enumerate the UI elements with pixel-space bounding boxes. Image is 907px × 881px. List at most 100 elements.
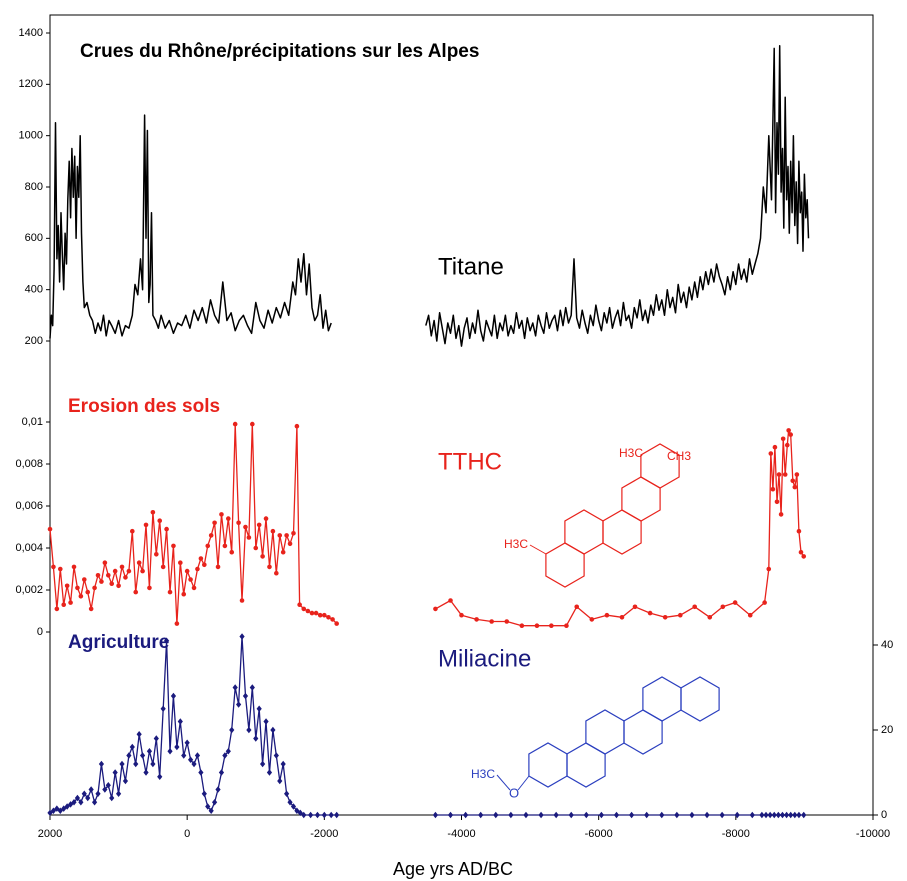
data-point [88,606,94,612]
data-point [218,769,225,776]
data-point [198,556,204,561]
data-point [287,541,293,547]
data-point [174,621,180,626]
data-point [160,705,166,712]
data-point [232,684,238,691]
data-point [504,619,510,624]
y-tick-label: 1400 [19,27,43,39]
atom-label: O [509,785,519,800]
data-point [692,604,697,610]
data-point [782,472,788,477]
data-point [553,811,559,819]
data-point [184,739,190,746]
data-point [267,564,272,570]
data-point [273,752,279,759]
atom-label: H3C [471,767,495,781]
y-tick-label: 1200 [19,78,43,90]
data-point [260,554,265,559]
data-point [187,756,194,763]
series-name: TTHC [438,448,502,475]
data-point [775,811,781,819]
data-point [157,518,163,523]
bond [496,774,511,791]
x-tick-label: -10000 [856,828,890,840]
data-point [619,615,625,620]
y2-tick-label: 0 [881,809,887,821]
data-point [659,811,665,819]
data-point [236,520,241,526]
data-point [792,484,798,490]
data-point [98,760,105,768]
data-point [662,615,668,620]
data-point [767,811,773,819]
data-point [202,562,207,568]
data-point [796,528,802,534]
data-point [170,692,177,700]
data-point [147,585,152,591]
data-point [91,799,98,806]
data-point [489,619,494,624]
data-point [677,612,683,618]
atom-label: H3C [619,446,643,460]
data-point [287,799,293,806]
data-point [71,799,77,806]
data-point [239,598,245,603]
data-point [253,545,259,551]
data-point [589,617,595,622]
structure-ring [566,742,606,788]
data-point [177,718,183,725]
data-point [205,803,211,810]
data-point [229,549,235,555]
data-point [433,606,438,612]
data-point [549,623,554,628]
panel-label: Erosion des sols [68,396,220,417]
bond [517,775,530,791]
x-tick-label: 2000 [38,828,62,840]
data-point [239,633,245,640]
data-point [74,794,81,802]
data-point [57,566,63,572]
data-point [326,615,331,620]
data-point [790,478,796,484]
data-point [250,421,255,427]
data-point [474,617,479,622]
data-point [188,577,193,582]
data-point [191,760,197,768]
data-point [246,726,252,734]
data-point [604,612,610,618]
data-point [574,604,580,610]
data-point [448,598,453,603]
data-point [61,602,67,607]
x-tick-label: -6000 [585,828,613,840]
data-point [568,811,574,819]
data-point [167,748,173,755]
data-point [308,811,314,819]
data-point [309,610,315,616]
data-point [732,600,738,605]
structure-ring [680,676,720,722]
data-point [270,528,276,534]
data-point [157,773,163,780]
chart-title: Crues du Rhône/précipitations sur les Al… [80,41,479,62]
data-point [212,799,218,806]
data-point [181,591,187,597]
data-point [432,811,439,819]
data-point [92,585,97,591]
y2-tick-label: 40 [881,639,893,651]
bond [529,544,547,555]
data-point [463,811,469,819]
data-point [284,790,290,797]
data-point [215,786,221,793]
x-axis-label: Age yrs AD/BC [393,859,513,879]
data-point [102,560,108,565]
data-point [260,760,266,768]
data-point [301,811,307,819]
data-point [68,600,73,605]
data-point [136,560,142,565]
data-point [126,752,132,759]
data-point [126,568,132,574]
data-point [178,560,183,565]
data-point [538,811,544,819]
data-point [801,554,807,559]
